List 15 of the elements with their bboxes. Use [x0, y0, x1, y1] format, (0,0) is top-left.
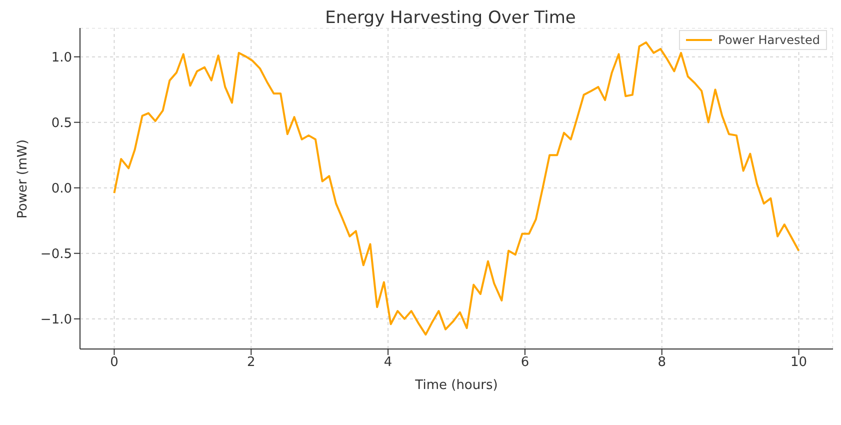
x-tick-label: 4 [384, 355, 392, 370]
x-tick-label: 0 [110, 355, 118, 370]
y-tick-label: 0.5 [51, 116, 72, 131]
x-tick-label: 6 [520, 355, 530, 370]
y-tick-label: 1.0 [51, 50, 72, 66]
y-tick-label: −1.0 [40, 312, 72, 328]
y-tick-label: −0.5 [40, 246, 72, 262]
y-axis-title: Power (mW) [16, 139, 31, 218]
legend-label: Power Harvested [718, 33, 820, 47]
x-tick-label: 2 [246, 355, 256, 370]
x-tick-label: 8 [658, 355, 666, 370]
x-axis-title: Time (hours) [414, 378, 498, 393]
y-tick-label: 0.0 [51, 181, 72, 196]
x-tick-label: 10 [790, 355, 808, 370]
chart-title: Energy Harvesting Over Time [324, 8, 577, 28]
